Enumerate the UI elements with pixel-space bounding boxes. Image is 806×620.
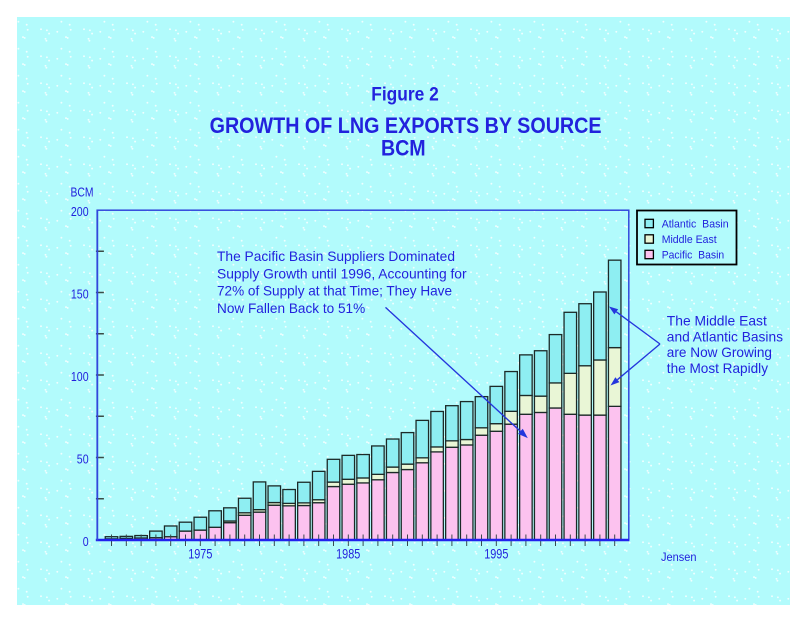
svg-text:Jensen: Jensen <box>661 551 697 564</box>
svg-text:The Pacific Basin Suppliers Do: The Pacific Basin Suppliers Dominated <box>217 248 455 264</box>
svg-text:1995: 1995 <box>484 546 509 561</box>
svg-text:1985: 1985 <box>336 546 361 561</box>
svg-text:200: 200 <box>71 204 89 219</box>
svg-text:Middle East: Middle East <box>662 234 718 246</box>
svg-text:72% of Supply at that Time; Th: 72% of Supply at that Time; They Have <box>217 283 452 299</box>
svg-text:Figure 2: Figure 2 <box>371 85 439 106</box>
svg-text:100: 100 <box>71 369 89 384</box>
svg-text:50: 50 <box>77 452 89 467</box>
svg-text:are Now Growing: are Now Growing <box>667 344 772 360</box>
svg-text:and Atlantic Basins: and Atlantic Basins <box>667 329 783 345</box>
svg-text:0: 0 <box>83 534 89 549</box>
svg-text:Now Fallen Back to 51%: Now Fallen Back to 51% <box>217 300 365 316</box>
svg-text:1975: 1975 <box>188 546 213 561</box>
svg-text:the Most Rapidly: the Most Rapidly <box>667 360 768 376</box>
svg-text:GROWTH OF LNG EXPORTS BY SOURC: GROWTH OF LNG EXPORTS BY SOURCE <box>210 113 602 138</box>
svg-text:The Middle East: The Middle East <box>667 313 767 329</box>
svg-text:Atlantic Basin: Atlantic Basin <box>662 218 729 230</box>
svg-text:BCM: BCM <box>381 136 426 161</box>
svg-text:150: 150 <box>71 287 89 302</box>
svg-text:Pacific Basin: Pacific Basin <box>662 249 725 261</box>
svg-text:BCM: BCM <box>71 185 94 200</box>
svg-text:Supply Growth until 1996, Acco: Supply Growth until 1996, Accounting for <box>217 265 467 281</box>
